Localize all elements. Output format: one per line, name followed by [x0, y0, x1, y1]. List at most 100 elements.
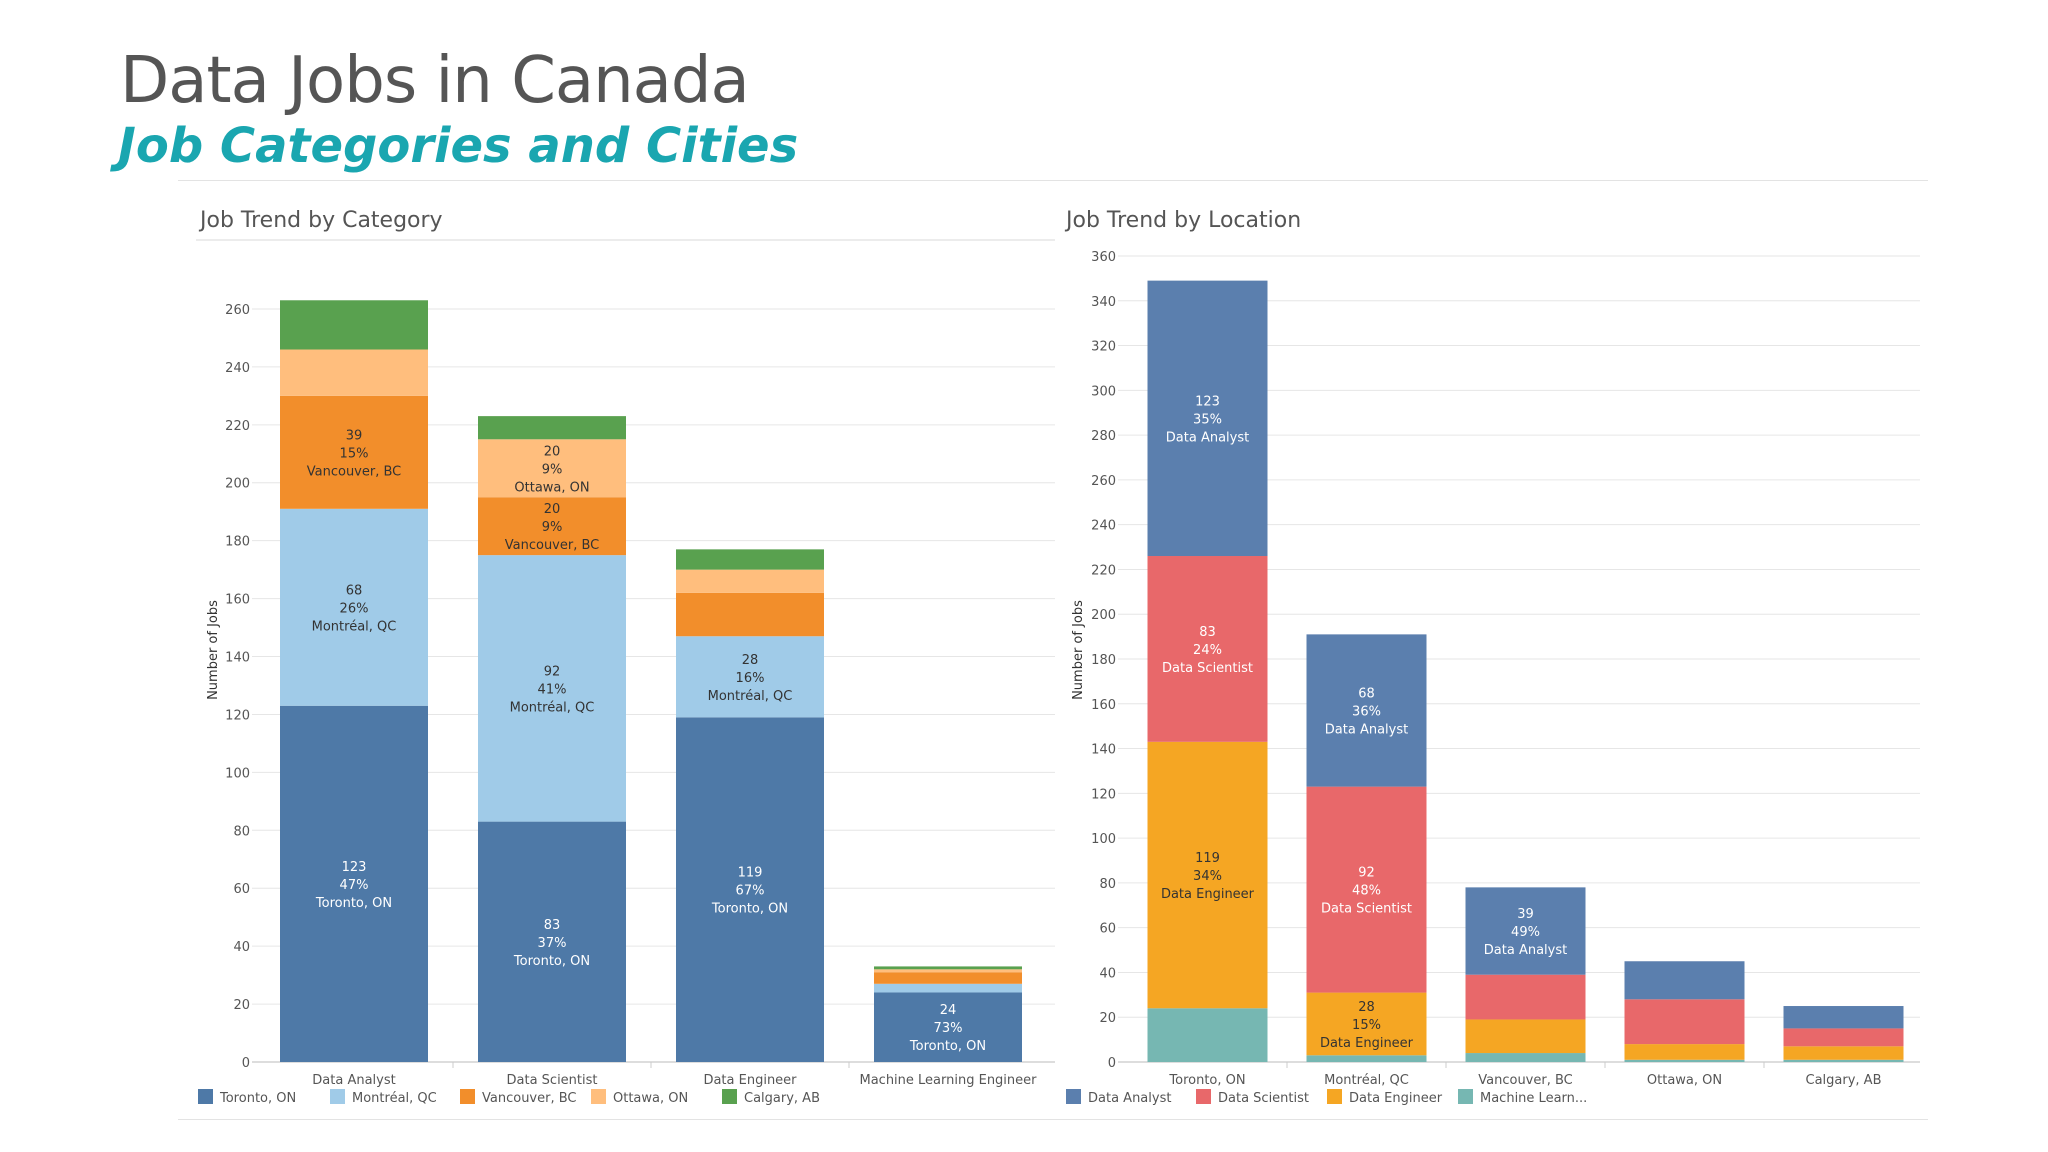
bar-segment: [874, 983, 1022, 993]
bar-segment: [1624, 961, 1745, 1000]
data-label: 92: [544, 664, 561, 679]
y-tick-label: 160: [1091, 698, 1116, 713]
data-label: 67%: [736, 884, 765, 899]
legend-entry: Calgary, AB: [744, 1091, 820, 1106]
bar-segment: [1306, 634, 1427, 787]
data-label: 41%: [538, 682, 567, 697]
legend-swatch: [460, 1089, 475, 1104]
data-label: 9%: [542, 462, 563, 477]
dashboard-panel: [178, 180, 1928, 1120]
y-tick-label: 220: [225, 419, 250, 434]
legend-swatch: [198, 1089, 213, 1104]
x-tick-label: Montréal, QC: [1324, 1073, 1409, 1088]
y-tick-label: 320: [1091, 340, 1116, 355]
data-label: 47%: [340, 878, 369, 893]
data-label: 123: [342, 860, 367, 875]
y-tick-label: 340: [1091, 295, 1116, 310]
data-label: 20: [544, 444, 561, 459]
bar-segment: [874, 966, 1022, 970]
bar-segment: [1147, 280, 1268, 557]
data-label: 73%: [934, 1021, 963, 1036]
y-tick-label: 100: [225, 766, 250, 781]
data-label: Montréal, QC: [510, 700, 595, 715]
bar-segment: [676, 717, 824, 1062]
bar-segment: [874, 972, 1022, 984]
x-tick-label: Data Engineer: [703, 1073, 797, 1088]
data-label: 34%: [1193, 869, 1222, 884]
x-tick-label: Ottawa, ON: [1647, 1073, 1722, 1088]
data-label: Data Analyst: [1325, 722, 1408, 737]
y-tick-label: 100: [1091, 832, 1116, 847]
bar-segment: [874, 969, 1022, 973]
legend-entry: Data Analyst: [1088, 1091, 1171, 1106]
bar-segment: [1147, 556, 1268, 742]
bar-segment: [1465, 887, 1586, 975]
data-label: Data Analyst: [1484, 943, 1567, 958]
bar-segment: [280, 349, 428, 396]
chart-job-trend-by-location: Job Trend by Location Number of Jobs 0 20…: [1064, 208, 1920, 1106]
bar-segment: [1783, 1059, 1904, 1062]
data-label: Data Engineer: [1320, 1036, 1414, 1051]
x-tick-label: Calgary, AB: [1806, 1073, 1882, 1088]
legend-entry: Data Engineer: [1349, 1091, 1443, 1106]
data-label: Data Scientist: [1162, 661, 1253, 676]
data-label: Vancouver, BC: [505, 538, 600, 553]
data-label: 119: [738, 866, 763, 881]
y-tick-label: 80: [233, 824, 250, 839]
bar-segment: [1465, 1019, 1586, 1054]
data-label: 24: [940, 1003, 957, 1018]
bar-segment: [478, 439, 626, 498]
data-label: 92: [1358, 866, 1375, 881]
bar-segment: [676, 636, 824, 718]
legend-swatch: [1458, 1089, 1473, 1104]
data-label: Vancouver, BC: [307, 464, 402, 479]
data-label: Toronto, ON: [513, 954, 590, 969]
data-label: Data Engineer: [1161, 887, 1255, 902]
y-tick-label: 220: [1091, 563, 1116, 578]
chart-title: Job Trend by Category: [198, 208, 443, 233]
y-tick-label: 140: [225, 651, 250, 666]
bar-segment: [280, 300, 428, 350]
bar-segment: [478, 821, 626, 1062]
data-label: Data Scientist: [1321, 902, 1412, 917]
data-label: 28: [1358, 1000, 1375, 1015]
y-tick-label: 260: [225, 303, 250, 318]
data-label: 20: [544, 502, 561, 517]
y-tick-label: 240: [225, 361, 250, 376]
bar-segment: [280, 508, 428, 706]
slide-subtitle: Job Categories and Cities: [118, 118, 799, 174]
bar-segment: [1306, 786, 1427, 993]
data-label: Ottawa, ON: [514, 480, 589, 495]
data-label: 83: [1199, 625, 1216, 640]
data-label: 26%: [340, 601, 369, 616]
bar-segment: [1465, 974, 1586, 1020]
legend-entry: Machine Learn...: [1480, 1091, 1587, 1106]
y-tick-label: 300: [1091, 384, 1116, 399]
data-label: 123: [1195, 394, 1220, 409]
chart-job-trend-by-category: Job Trend by Category Number of Jobs 0 20…: [196, 208, 1055, 1106]
x-tick-label: Data Scientist: [507, 1073, 598, 1088]
slide-title: Data Jobs in Canada: [120, 44, 750, 118]
y-tick-label: 360: [1091, 250, 1116, 265]
bar-segment: [1624, 1044, 1745, 1060]
y-tick-label: 120: [225, 708, 250, 723]
y-tick-label: 260: [1091, 474, 1116, 489]
legend-entry: Vancouver, BC: [482, 1091, 577, 1106]
data-label: 39: [346, 428, 363, 443]
chart-title: Job Trend by Location: [1064, 208, 1301, 233]
data-label: 16%: [736, 671, 765, 686]
bar-segment: [280, 395, 428, 509]
bar-segment: [874, 992, 1022, 1062]
legend-swatch: [1327, 1089, 1342, 1104]
legend-swatch: [330, 1089, 345, 1104]
x-tick-label: Data Analyst: [312, 1073, 395, 1088]
bar-segment: [1306, 992, 1427, 1056]
bar-segment: [1624, 999, 1745, 1045]
x-tick-label: Machine Learning Engineer: [859, 1073, 1037, 1088]
bar-segment: [1783, 1046, 1904, 1060]
y-tick-label: 0: [1108, 1056, 1116, 1071]
data-label: Montréal, QC: [708, 689, 793, 704]
legend-entry: Toronto, ON: [219, 1091, 296, 1106]
y-tick-label: 60: [1099, 922, 1116, 937]
y-tick-label: 240: [1091, 519, 1116, 534]
